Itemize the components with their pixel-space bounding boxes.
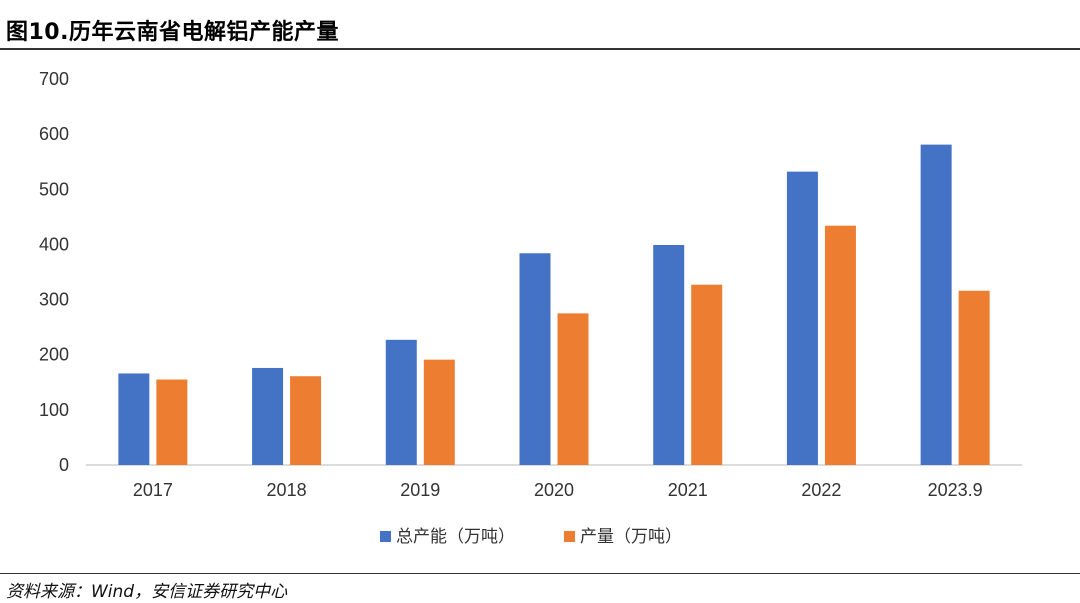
legend-swatch	[380, 531, 391, 542]
bar-capacity-2021	[653, 244, 685, 465]
x-tick-label: 2019	[400, 480, 440, 500]
y-tick-label: 500	[39, 179, 69, 199]
x-tick-label: 2018	[267, 480, 307, 500]
y-tick-label: 700	[39, 69, 69, 89]
bar-output-2021	[691, 284, 723, 465]
bar-output-2022	[824, 225, 856, 465]
x-tick-label: 2023.9	[928, 480, 983, 500]
legend-label: 产量（万吨）	[580, 527, 682, 547]
y-tick-label: 300	[39, 290, 69, 310]
y-tick-label: 600	[39, 124, 69, 144]
bar-capacity-2019	[385, 339, 417, 465]
bar-capacity-2017	[118, 373, 150, 465]
bar-output-2019	[423, 359, 455, 465]
legend-swatch	[564, 531, 575, 542]
y-tick-label: 400	[39, 234, 69, 254]
x-tick-label: 2022	[801, 480, 841, 500]
chart-title: 图10.历年云南省电解铝产能产量	[6, 20, 339, 45]
source-note: 资料来源：Wind，安信证券研究中心	[6, 582, 288, 602]
bar-output-2018	[290, 376, 322, 465]
title-divider	[0, 48, 1080, 50]
bar-capacity-2022	[786, 171, 818, 465]
bar-output-2017	[156, 379, 188, 465]
bar-capacity-2018	[252, 367, 284, 465]
x-tick-label: 2020	[534, 480, 574, 500]
y-tick-label: 200	[39, 345, 69, 365]
bar-capacity-2020	[519, 253, 551, 465]
x-tick-label: 2021	[668, 480, 708, 500]
legend-label: 总产能（万吨）	[396, 527, 515, 547]
bar-capacity-2023.9	[920, 144, 952, 465]
y-tick-label: 100	[39, 400, 69, 420]
bar-output-2020	[557, 313, 589, 465]
bar-output-2023.9	[958, 290, 990, 465]
y-tick-label: 0	[59, 455, 69, 475]
source-divider	[0, 573, 1080, 574]
x-tick-label: 2017	[133, 480, 173, 500]
